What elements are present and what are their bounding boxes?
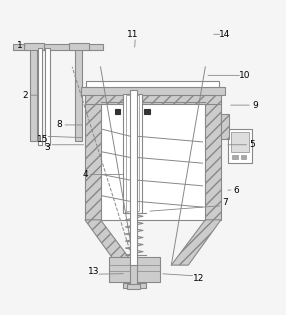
Bar xyxy=(75,47,82,140)
Bar xyxy=(123,283,146,288)
Polygon shape xyxy=(85,220,134,265)
Text: 10: 10 xyxy=(239,71,251,80)
Bar xyxy=(221,114,229,139)
Bar xyxy=(45,49,49,145)
Bar xyxy=(85,88,221,104)
Text: 9: 9 xyxy=(252,100,258,110)
Polygon shape xyxy=(171,220,221,265)
Text: 8: 8 xyxy=(57,120,62,129)
Bar xyxy=(13,44,103,50)
Bar xyxy=(205,101,221,220)
Bar xyxy=(69,43,89,50)
Text: 2: 2 xyxy=(23,91,28,100)
Bar xyxy=(128,284,140,289)
Text: 5: 5 xyxy=(249,140,255,149)
Bar xyxy=(130,89,137,265)
Bar xyxy=(38,49,42,145)
Bar xyxy=(85,101,100,220)
Bar xyxy=(30,47,37,140)
Text: 4: 4 xyxy=(82,170,88,179)
Text: 1: 1 xyxy=(17,41,23,50)
Polygon shape xyxy=(130,261,137,265)
Bar xyxy=(232,155,238,159)
Text: 14: 14 xyxy=(219,30,231,39)
Bar xyxy=(231,132,249,152)
Text: 13: 13 xyxy=(88,267,99,276)
Text: 6: 6 xyxy=(234,186,239,195)
Text: 3: 3 xyxy=(44,143,49,152)
Bar xyxy=(115,108,120,114)
Text: 12: 12 xyxy=(192,274,204,283)
Bar xyxy=(144,108,150,114)
Text: 15: 15 xyxy=(37,135,48,144)
Bar xyxy=(123,94,142,213)
Bar xyxy=(24,43,44,50)
Text: 7: 7 xyxy=(222,198,228,207)
Bar xyxy=(81,87,225,95)
Bar xyxy=(109,257,160,282)
Bar xyxy=(126,95,139,211)
Bar xyxy=(86,81,219,87)
Bar xyxy=(130,262,137,285)
Bar xyxy=(228,129,252,163)
Text: 11: 11 xyxy=(127,30,138,39)
Bar xyxy=(100,102,205,220)
Bar xyxy=(241,155,246,159)
